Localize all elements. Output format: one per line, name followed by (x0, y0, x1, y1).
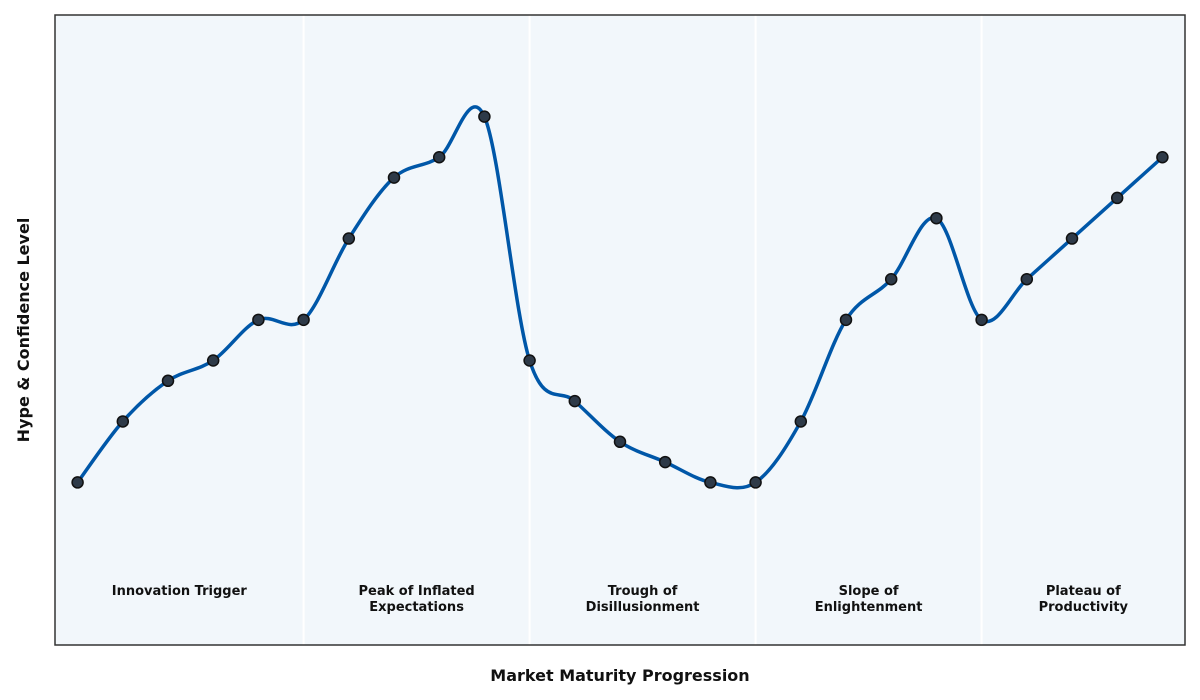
phase-label: Innovation Trigger (112, 584, 248, 599)
data-point (387, 171, 401, 184)
data-point (704, 476, 717, 489)
data-point (930, 211, 943, 225)
phase-dividers (302, 15, 983, 645)
plot-frame (54, 14, 1186, 646)
data-point (1156, 151, 1169, 164)
data-point (252, 313, 265, 327)
data-point (884, 272, 898, 286)
data-point (1065, 232, 1079, 245)
plot-area (55, 15, 1185, 645)
data-point (71, 476, 84, 489)
data-point (116, 415, 130, 428)
data-point (658, 455, 672, 469)
data-point (1110, 191, 1124, 205)
data-point (794, 415, 808, 428)
y-axis-label: Hype & Confidence Level (14, 218, 33, 443)
data-point (975, 313, 988, 327)
phase-label: Plateau of Productivity (1039, 584, 1129, 615)
data-point (749, 476, 762, 489)
data-point (432, 151, 446, 164)
data-point (839, 313, 853, 327)
phase-labels: Innovation Trigger Peak of Inflated Expect… (112, 584, 1129, 615)
data-point (613, 435, 627, 449)
data-point (568, 394, 582, 408)
data-point (206, 354, 220, 367)
data-point (342, 232, 356, 245)
phase-label: Slope of Enlightenment (815, 584, 923, 615)
data-points (71, 110, 1169, 489)
data-point (1020, 272, 1034, 286)
x-axis-label: Market Maturity Progression (490, 666, 749, 685)
data-point (297, 313, 310, 327)
phase-label: Peak of Inflated Expectations (358, 584, 474, 615)
data-point (523, 354, 536, 367)
phase-label: Trough of Disillusionment (586, 584, 700, 615)
data-point (161, 374, 175, 388)
hype-curve-line (76, 105, 1164, 490)
data-point (478, 110, 491, 123)
